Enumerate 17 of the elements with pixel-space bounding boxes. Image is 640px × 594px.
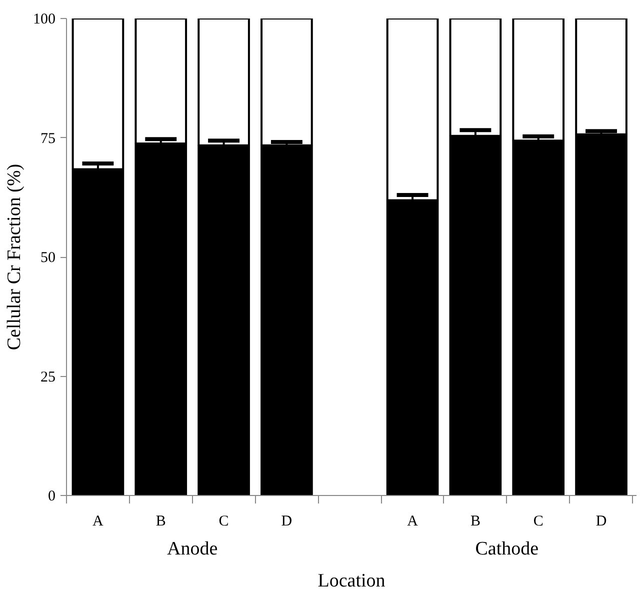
y-tick-label: 75 bbox=[40, 130, 56, 147]
x-tick-label: A bbox=[407, 514, 418, 530]
text: Anode bbox=[167, 538, 218, 560]
x-tick-label: D bbox=[596, 514, 607, 530]
x-tick-label: B bbox=[156, 514, 166, 530]
y-tick-label: 25 bbox=[40, 369, 56, 386]
x-tick-label: D bbox=[281, 514, 292, 530]
x-tick-label: C bbox=[533, 514, 544, 530]
y-axis-title: Cellular Cr Fraction (%) bbox=[4, 164, 25, 350]
x-tick-label: B bbox=[470, 514, 480, 530]
y-tick-label: 50 bbox=[40, 250, 56, 266]
y-tick-label: 100 bbox=[33, 12, 56, 28]
x-tick-label: C bbox=[218, 514, 229, 530]
x-axis-title: Location bbox=[318, 570, 386, 592]
y-tick-label: 0 bbox=[48, 488, 56, 504]
x-tick-label: A bbox=[92, 514, 104, 530]
text: Cathode bbox=[475, 538, 539, 560]
